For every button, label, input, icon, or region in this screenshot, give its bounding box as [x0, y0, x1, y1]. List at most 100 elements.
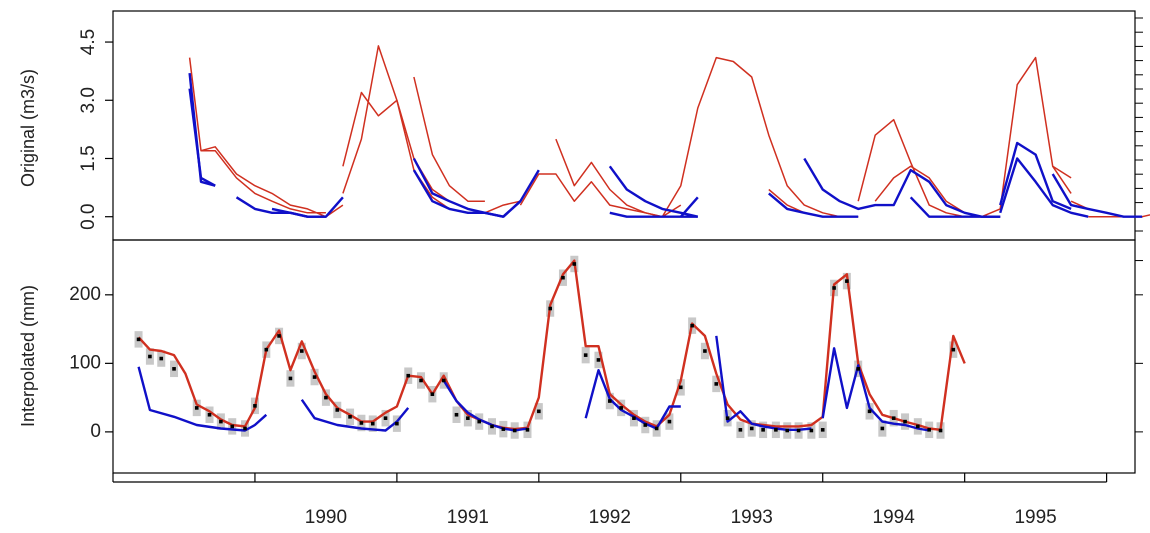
data-point	[548, 306, 552, 311]
data-point	[525, 428, 530, 432]
data-point	[466, 416, 470, 420]
blue-series-line	[803, 157, 1001, 218]
bottom-y-axis-title: Interpolated (mm)	[18, 285, 38, 427]
data-point	[654, 426, 659, 431]
red-series-line	[201, 149, 326, 214]
data-point	[725, 416, 730, 420]
data-point	[348, 415, 352, 419]
data-point	[774, 428, 778, 432]
red-series-line	[342, 91, 521, 214]
red-series-line	[1052, 165, 1072, 179]
data-point	[619, 406, 623, 410]
y-tick-label: 4.5	[78, 29, 99, 55]
data-point	[243, 426, 247, 431]
x-tick-label: 1995	[1014, 507, 1056, 528]
data-point	[608, 399, 612, 403]
data-point	[951, 347, 956, 352]
data-point	[335, 408, 340, 412]
data-point	[572, 262, 577, 266]
data-point	[277, 334, 281, 338]
data-point	[761, 428, 765, 432]
data-point	[230, 424, 235, 429]
data-point	[916, 424, 920, 429]
data-point	[490, 424, 494, 429]
blue-series-line	[271, 207, 326, 218]
top-right-ticks	[1135, 17, 1143, 232]
red-series-line	[857, 56, 1072, 218]
data-point	[561, 275, 565, 280]
blue-series-line	[502, 169, 540, 218]
y-tick-label: 3.0	[78, 87, 99, 113]
data-point	[714, 382, 719, 386]
data-point	[903, 419, 907, 424]
blue-series-line	[300, 399, 410, 432]
data-point	[370, 421, 375, 426]
data-point	[512, 428, 517, 433]
bottom-panel-frame	[112, 239, 1136, 474]
data-point	[667, 419, 672, 424]
data-point	[148, 354, 152, 359]
blue-series-line	[999, 157, 1089, 218]
blue-series-line	[909, 196, 1001, 218]
data-point	[194, 406, 199, 410]
data-point	[785, 428, 790, 433]
data-point	[796, 428, 801, 433]
data-point	[832, 286, 836, 290]
bottom-y-axis: 0 100 200	[69, 284, 113, 442]
data-point	[359, 421, 364, 425]
data-point	[299, 349, 304, 353]
data-point	[856, 367, 861, 371]
data-point	[690, 323, 694, 328]
data-point	[583, 353, 588, 357]
data-point	[312, 375, 317, 379]
blue-series-line	[679, 196, 699, 218]
red-series-line	[555, 138, 663, 218]
data-point	[441, 378, 446, 383]
data-point	[537, 409, 541, 414]
bottom-series-lines	[137, 259, 966, 432]
data-point	[159, 356, 164, 361]
data-point	[643, 423, 648, 427]
data-point	[703, 349, 707, 353]
x-tick-label: 1990	[305, 507, 347, 528]
blue-series-line	[137, 366, 268, 432]
data-point	[288, 376, 293, 381]
data-point	[454, 412, 459, 417]
data-point	[430, 392, 435, 396]
blue-series-line	[1051, 173, 1143, 218]
top-panel-frame	[112, 10, 1136, 241]
data-point	[845, 279, 849, 283]
top-y-axis: 0.0 1.5 3.0 4.5	[78, 29, 113, 230]
blue-series-line	[821, 347, 930, 432]
data-point	[136, 337, 141, 342]
data-point	[596, 358, 601, 362]
x-tick-label: 1991	[447, 507, 489, 528]
top-series-lines	[188, 45, 1150, 218]
data-point	[383, 416, 388, 420]
data-point	[324, 395, 328, 400]
bottom-right-ticks	[1135, 260, 1143, 433]
data-point	[820, 428, 825, 432]
data-point	[419, 378, 423, 383]
data-point	[501, 427, 506, 431]
red-series-line	[1088, 214, 1150, 218]
data-point	[938, 428, 943, 433]
blue-series-line	[609, 211, 698, 218]
data-point	[253, 404, 257, 408]
blue-series-line	[442, 379, 528, 432]
data-point	[880, 426, 885, 431]
data-point	[477, 419, 482, 424]
x-tick-label: 1992	[589, 507, 631, 528]
data-point	[207, 412, 212, 417]
y-tick-label: 200	[69, 284, 101, 305]
x-tick-label: 1994	[873, 507, 916, 528]
bottom-panel: 0 100 200 1990 1991 1992 1993 1994 1995 Interpo…	[18, 239, 1143, 528]
data-point	[927, 428, 931, 432]
red-series-line	[188, 57, 344, 218]
data-point	[406, 373, 411, 378]
red-series-line	[519, 173, 682, 218]
data-point	[632, 416, 636, 420]
red-series-line	[661, 56, 859, 218]
y-tick-label: 100	[69, 352, 101, 373]
data-point	[738, 428, 743, 432]
